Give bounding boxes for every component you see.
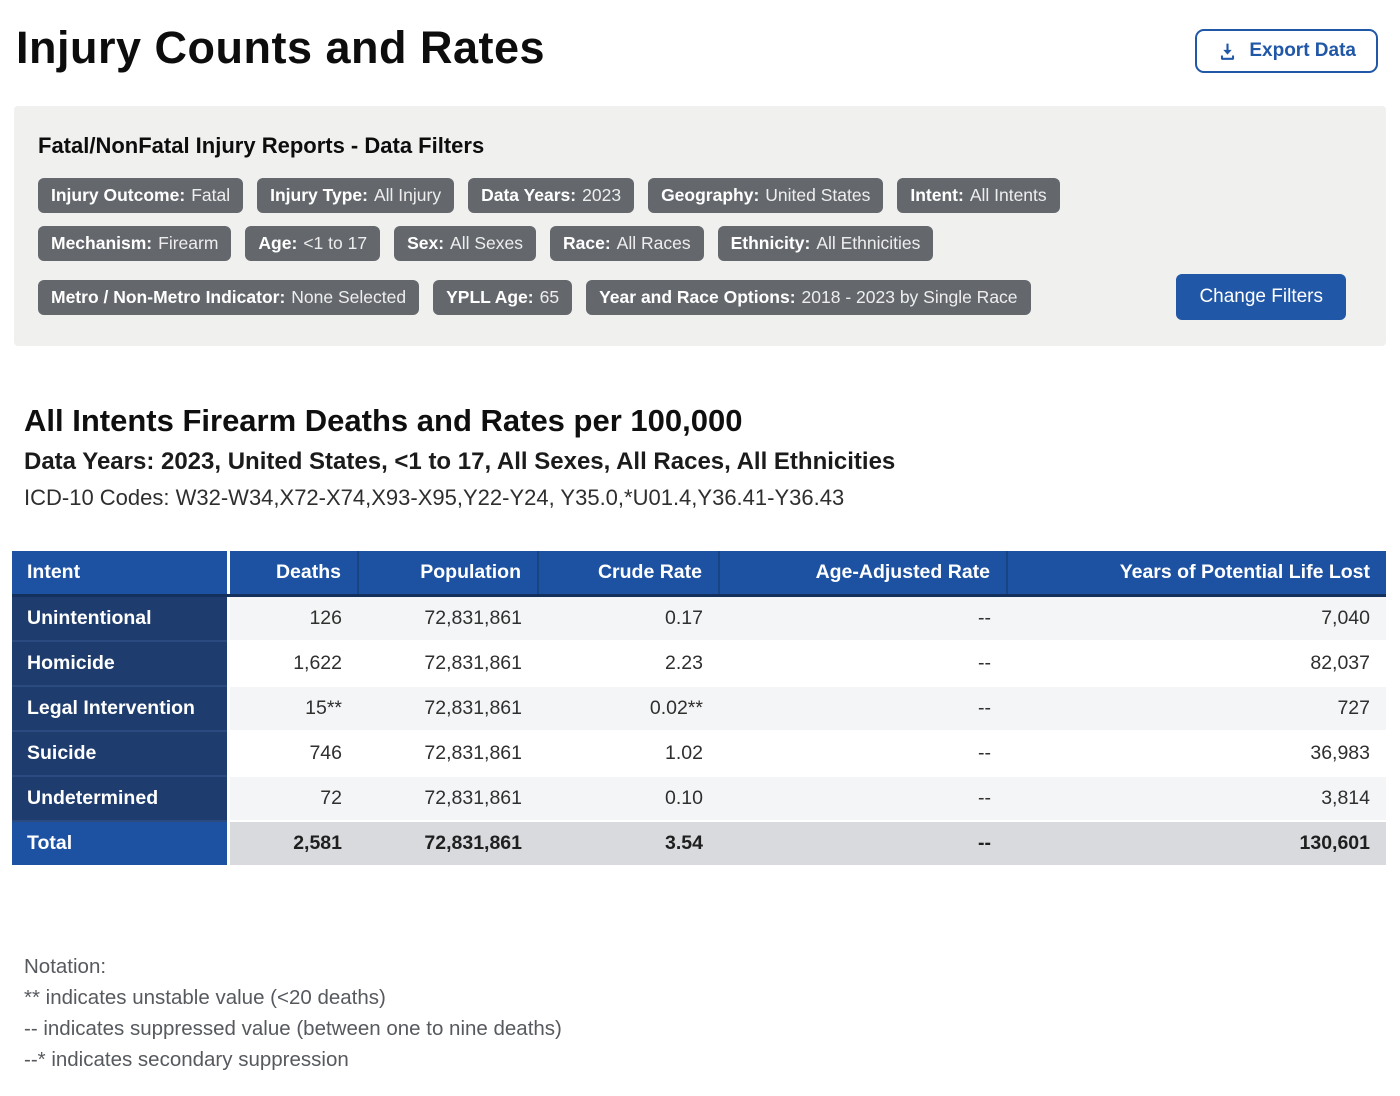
deaths-cell: 2,581 bbox=[228, 821, 358, 865]
filter-chip-group: Metro / Non-Metro Indicator: None Selecte… bbox=[38, 279, 1031, 315]
column-header-ypll: Years of Potential Life Lost bbox=[1007, 551, 1386, 597]
column-header-intent: Intent bbox=[12, 551, 230, 597]
deaths-cell: 15** bbox=[228, 686, 358, 732]
table-row-legal-intervention: Legal Intervention 15** 72,831,861 0.02*… bbox=[12, 686, 1386, 732]
column-header-crude-rate: Crude Rate bbox=[538, 551, 720, 597]
population-cell: 72,831,861 bbox=[358, 821, 538, 865]
age-adjusted-rate-cell: -- bbox=[719, 686, 1007, 732]
ypll-cell: 82,037 bbox=[1007, 641, 1386, 687]
intent-cell: Undetermined bbox=[12, 776, 230, 822]
filter-chip-intent: Intent: All Intents bbox=[897, 178, 1060, 213]
table-header-row: Intent Deaths Population Crude Rate Age-… bbox=[12, 551, 1386, 597]
notation-line-unstable: ** indicates unstable value (<20 deaths) bbox=[24, 986, 386, 1009]
crude-rate-cell: 2.23 bbox=[538, 641, 719, 687]
filter-chip-injury-outcome: Injury Outcome: Fatal bbox=[38, 178, 244, 213]
table-row-homicide: Homicide 1,622 72,831,861 2.23 -- 82,037 bbox=[12, 641, 1386, 687]
download-icon bbox=[1217, 41, 1238, 62]
intent-cell: Homicide bbox=[12, 641, 230, 687]
crude-rate-cell: 0.17 bbox=[538, 595, 719, 642]
page-title: Injury Counts and Rates bbox=[16, 22, 546, 73]
filters-title: Fatal/NonFatal Injury Reports - Data Fil… bbox=[38, 133, 485, 158]
notation-block: Notation: ** indicates unstable value (<… bbox=[24, 951, 1400, 1075]
ypll-cell: 3,814 bbox=[1007, 776, 1386, 822]
deaths-cell: 126 bbox=[228, 595, 358, 642]
deaths-cell: 1,622 bbox=[228, 641, 358, 687]
population-cell: 72,831,861 bbox=[358, 641, 538, 687]
ypll-cell: 36,983 bbox=[1007, 731, 1386, 777]
top-bar: Injury Counts and Rates Export Data bbox=[0, 0, 1400, 74]
filter-chip-metro-indicator: Metro / Non-Metro Indicator: None Selecte… bbox=[38, 279, 420, 315]
intent-cell: Legal Intervention bbox=[12, 686, 230, 732]
age-adjusted-rate-cell: -- bbox=[719, 595, 1007, 642]
intent-cell: Suicide bbox=[12, 731, 230, 777]
intent-cell: Total bbox=[12, 821, 230, 865]
filter-chip-row-1: Injury Outcome: Fatal Injury Type: All Inj… bbox=[38, 178, 1362, 213]
export-data-label: Export Data bbox=[1249, 40, 1356, 61]
report-subtitle: Data Years: 2023, United States, <1 to 1… bbox=[24, 448, 896, 475]
table-row-total: Total 2,581 72,831,861 3.54 -- 130,601 bbox=[12, 821, 1386, 865]
filter-chip-injury-type: Injury Type: All Injury bbox=[257, 178, 455, 213]
table-row-unintentional: Unintentional 126 72,831,861 0.17 -- 7,0… bbox=[12, 595, 1386, 642]
crude-rate-cell: 3.54 bbox=[538, 821, 719, 865]
age-adjusted-rate-cell: -- bbox=[719, 821, 1007, 865]
injury-data-table: Intent Deaths Population Crude Rate Age-… bbox=[12, 551, 1386, 865]
filter-chip-race: Race: All Races bbox=[549, 226, 704, 261]
report-icd-codes: ICD-10 Codes: W32-W34,X72-X74,X93-X95,Y2… bbox=[24, 485, 845, 510]
crude-rate-cell: 0.10 bbox=[538, 776, 719, 822]
population-cell: 72,831,861 bbox=[358, 686, 538, 732]
filter-chip-ethnicity: Ethnicity: All Ethnicities bbox=[717, 226, 934, 261]
deaths-cell: 72 bbox=[228, 776, 358, 822]
filter-chip-row-2: Mechanism: Firearm Age: <1 to 17 Sex: All S… bbox=[38, 226, 1362, 261]
filter-chip-year-race-options: Year and Race Options: 2018 - 2023 by Sin… bbox=[586, 279, 1031, 315]
export-data-button[interactable]: Export Data bbox=[1195, 29, 1378, 73]
report-title: All Intents Firearm Deaths and Rates per… bbox=[24, 403, 743, 438]
filter-chip-row-3: Metro / Non-Metro Indicator: None Selecte… bbox=[38, 274, 1362, 320]
notation-line-suppressed: -- indicates suppressed value (between o… bbox=[24, 1017, 562, 1040]
population-cell: 72,831,861 bbox=[358, 776, 538, 822]
column-header-age-adjusted-rate: Age-Adjusted Rate bbox=[719, 551, 1008, 597]
column-header-deaths: Deaths bbox=[228, 551, 359, 597]
change-filters-button[interactable]: Change Filters bbox=[1176, 274, 1346, 320]
filter-chip-ypll-age: YPLL Age: 65 bbox=[433, 279, 573, 315]
report-section-header: All Intents Firearm Deaths and Rates per… bbox=[24, 403, 1386, 511]
filter-chip-geography: Geography: United States bbox=[648, 178, 884, 213]
table-row-suicide: Suicide 746 72,831,861 1.02 -- 36,983 bbox=[12, 731, 1386, 777]
crude-rate-cell: 1.02 bbox=[538, 731, 719, 777]
filter-chip-mechanism: Mechanism: Firearm bbox=[38, 226, 232, 261]
table-row-undetermined: Undetermined 72 72,831,861 0.10 -- 3,814 bbox=[12, 776, 1386, 822]
notation-title: Notation: bbox=[24, 955, 107, 978]
ypll-cell: 727 bbox=[1007, 686, 1386, 732]
population-cell: 72,831,861 bbox=[358, 595, 538, 642]
data-filters-panel: Fatal/NonFatal Injury Reports - Data Fil… bbox=[14, 106, 1386, 346]
notation-line-secondary-suppression: --* indicates secondary suppression bbox=[24, 1048, 349, 1071]
filter-chip-sex: Sex: All Sexes bbox=[394, 226, 536, 261]
intent-cell: Unintentional bbox=[12, 595, 230, 642]
crude-rate-cell: 0.02** bbox=[538, 686, 719, 732]
age-adjusted-rate-cell: -- bbox=[719, 776, 1007, 822]
age-adjusted-rate-cell: -- bbox=[719, 641, 1007, 687]
ypll-cell: 7,040 bbox=[1007, 595, 1386, 642]
filter-chip-data-years: Data Years: 2023 bbox=[468, 178, 635, 213]
deaths-cell: 746 bbox=[228, 731, 358, 777]
ypll-cell: 130,601 bbox=[1007, 821, 1386, 865]
population-cell: 72,831,861 bbox=[358, 731, 538, 777]
age-adjusted-rate-cell: -- bbox=[719, 731, 1007, 777]
filter-chip-age: Age: <1 to 17 bbox=[245, 226, 381, 261]
column-header-population: Population bbox=[358, 551, 539, 597]
